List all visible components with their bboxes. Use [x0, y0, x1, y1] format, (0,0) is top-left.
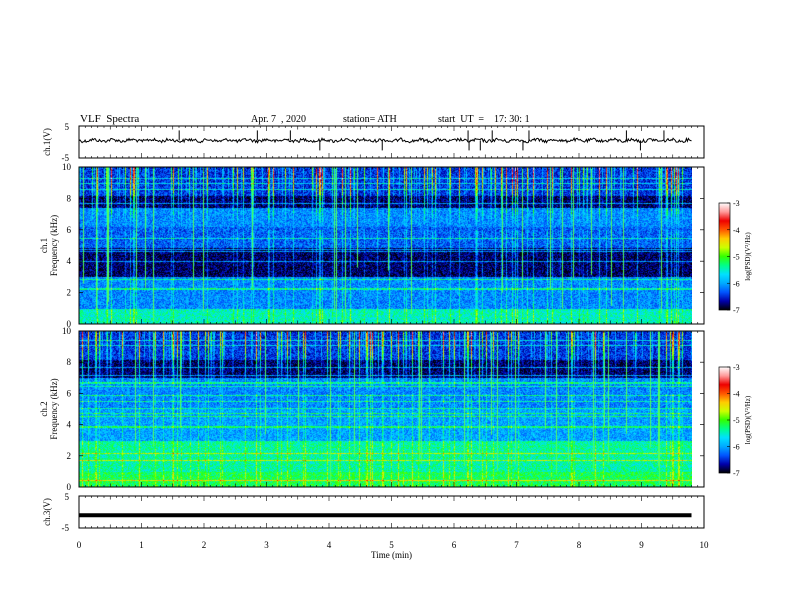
- ch1-ylabel: ch.1(V): [42, 128, 52, 156]
- xtick-label: 6: [452, 540, 457, 550]
- chart-title: VLF Spectra: [80, 113, 140, 125]
- xtick-label: 10: [700, 540, 710, 550]
- spectrogram-ylabel-frequency: Frequency (kHz): [49, 378, 59, 439]
- x-axis-label: Time (min): [371, 550, 412, 560]
- spectrogram-ytick-label: 8: [67, 193, 72, 203]
- ch3-ylabel: ch.3(V): [42, 498, 52, 526]
- start-time-label: start UT = 17: 30: 1: [438, 114, 530, 125]
- spectrogram-ytick-label: 10: [62, 162, 72, 172]
- station-label: station= ATH: [343, 114, 397, 125]
- colorbar-tick-label: -4: [733, 390, 740, 399]
- spectrogram-ytick-label: 2: [67, 451, 72, 461]
- colorbar-tick-label: -3: [733, 199, 740, 208]
- spectrogram-ylabel-channel: ch.1: [39, 238, 49, 253]
- colorbar-label: log(PSD)(V²/Hz): [744, 232, 752, 281]
- ch1-waveform-trace: [78, 136, 692, 144]
- xtick-label: 5: [389, 540, 394, 550]
- ch1-ytick-label: -5: [62, 153, 70, 163]
- ch3-ytick-label: 5: [65, 492, 70, 502]
- spectrogram-ytick-label: 0: [67, 319, 72, 329]
- xtick-label: 1: [139, 540, 144, 550]
- xtick-label: 0: [77, 540, 82, 550]
- spectrogram-ytick-label: 8: [67, 357, 72, 367]
- spectrogram-ytick-label: 0: [67, 482, 72, 492]
- date-label: Apr. 7 , 2020: [251, 114, 306, 125]
- spectrogram-ytick-label: 6: [67, 225, 72, 235]
- spectrogram-ytick-label: 6: [67, 388, 72, 398]
- colorbar-label: log(PSD)(V²/Hz): [744, 395, 752, 444]
- ch1-ytick-label: 5: [65, 122, 70, 132]
- ch1-spectrogram: [79, 167, 692, 324]
- spectrogram-ytick-label: 4: [67, 256, 72, 266]
- colorbar-tick-label: -7: [733, 306, 740, 315]
- xtick-label: 8: [577, 540, 582, 550]
- xtick-label: 2: [202, 540, 207, 550]
- colorbar-tick-label: -3: [733, 363, 740, 372]
- colorbar-tick-label: -6: [733, 443, 740, 452]
- colorbar-tick-label: -6: [733, 279, 740, 288]
- xtick-label: 7: [514, 540, 519, 550]
- colorbar-tick-label: -5: [733, 253, 740, 262]
- colorbar-tick-label: -7: [733, 469, 740, 478]
- spectrogram-ylabel-channel: ch.2: [39, 401, 49, 416]
- colorbar-tick-label: -4: [733, 226, 740, 235]
- colorbar-tick-label: -5: [733, 416, 740, 425]
- ch3-ytick-label: -5: [62, 523, 70, 533]
- spectrogram-ytick-label: 2: [67, 288, 72, 298]
- xtick-label: 9: [639, 540, 644, 550]
- xtick-label: 4: [327, 540, 332, 550]
- spectrogram-ytick-label: 10: [62, 326, 72, 336]
- spectrogram-ytick-label: 4: [67, 420, 72, 430]
- spectrogram-ylabel-frequency: Frequency (kHz): [49, 215, 59, 276]
- ch2-spectrogram: [79, 331, 692, 487]
- xtick-label: 3: [264, 540, 269, 550]
